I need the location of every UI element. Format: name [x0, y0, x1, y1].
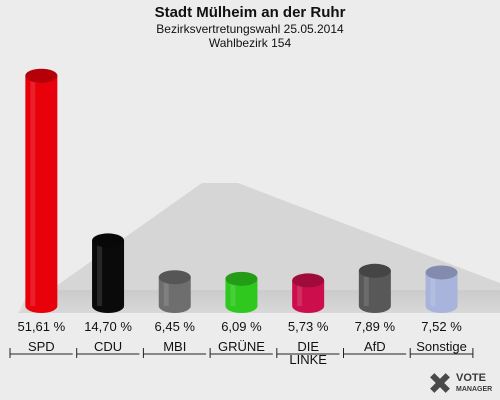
bar-highlight — [297, 280, 303, 306]
logo-mark — [430, 373, 450, 393]
bar-cap — [425, 265, 458, 280]
bar-body — [425, 272, 458, 313]
bar-highlight — [430, 272, 436, 306]
logo-line2: MANAGER — [456, 386, 492, 393]
bar-highlight — [97, 240, 103, 306]
bar-highlight — [363, 270, 369, 306]
bar-body — [225, 278, 258, 313]
value-labels-group: 51,61 % 14,70 % 6,45 % 6,09 % 5,73 % 7,89 % 7,… — [17, 319, 462, 334]
value-label: 6,45 % — [155, 319, 196, 334]
chart-district: Wahlbezirk 154 — [209, 36, 292, 50]
bar-sonstige — [425, 265, 458, 313]
logo-line1: VOTE — [456, 372, 486, 384]
bar-afd — [358, 263, 391, 313]
value-label: 14,70 % — [84, 319, 132, 334]
bars-group — [25, 68, 458, 313]
bar-cap — [358, 263, 391, 278]
category-label: SPD — [28, 339, 55, 354]
chart-subtitle: Bezirksvertretungswahl 25.05.2014 — [156, 22, 344, 36]
value-label: 7,52 % — [421, 319, 462, 334]
value-label: 6,09 % — [221, 319, 262, 334]
bar-cdu — [92, 233, 125, 313]
value-label: 7,89 % — [355, 319, 396, 334]
bar-body — [92, 240, 125, 313]
category-ticks-group — [9, 348, 474, 358]
bar-cap — [225, 271, 258, 286]
bar-body — [292, 280, 325, 313]
chart-title: Stadt Mülheim an der Ruhr — [155, 4, 346, 21]
bar-cap — [292, 273, 325, 288]
category-label: CDU — [94, 339, 122, 354]
bar-spd — [25, 68, 58, 313]
bar-mbi — [158, 270, 191, 313]
bar-highlight — [30, 75, 36, 307]
category-label: GRÜNE — [218, 339, 265, 354]
bar-body — [25, 75, 58, 313]
bar-cap — [25, 68, 58, 83]
bar-highlight — [163, 277, 169, 306]
category-label: DIE LINKE — [289, 339, 327, 367]
value-label: 5,73 % — [288, 319, 329, 334]
category-label: Sonstige — [416, 339, 467, 354]
bar-cap — [92, 233, 125, 248]
bar-body — [158, 277, 191, 313]
bar-body — [358, 270, 391, 313]
value-label: 51,61 % — [17, 319, 65, 334]
bar-grüne — [225, 271, 258, 313]
bar-die-linke — [292, 273, 325, 313]
category-label: MBI — [163, 339, 186, 354]
vote-manager-logo: VOTE MANAGER — [430, 372, 492, 393]
category-labels-group: SPD CDU MBI GRÜNE DIE LINKE AfD Sonstige — [28, 339, 467, 367]
bar-highlight — [230, 278, 236, 306]
category-label: AfD — [364, 339, 386, 354]
bar-cap — [158, 270, 191, 285]
